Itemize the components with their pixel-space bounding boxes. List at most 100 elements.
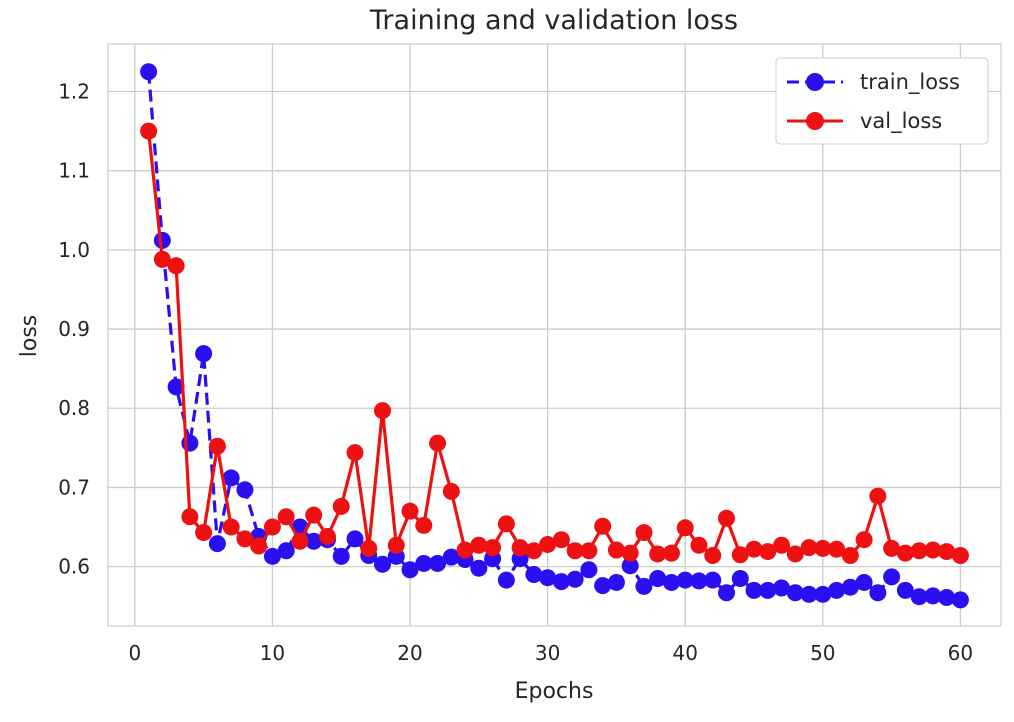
data-point bbox=[841, 578, 859, 596]
data-point bbox=[910, 542, 928, 560]
data-point bbox=[690, 536, 708, 554]
data-point bbox=[828, 540, 846, 558]
data-point bbox=[539, 535, 557, 553]
data-point bbox=[594, 517, 612, 535]
x-tick-label: 50 bbox=[810, 641, 835, 665]
data-point bbox=[429, 554, 447, 572]
legend-val-loss-label: val_loss bbox=[860, 109, 942, 134]
data-point bbox=[525, 542, 543, 560]
data-point bbox=[896, 544, 914, 562]
x-tick-label: 0 bbox=[128, 641, 141, 665]
data-point bbox=[318, 528, 336, 546]
data-point bbox=[786, 584, 804, 602]
data-point bbox=[401, 502, 419, 520]
data-point bbox=[456, 541, 474, 559]
data-point bbox=[814, 585, 832, 603]
grid bbox=[108, 44, 1001, 626]
data-point bbox=[346, 530, 364, 548]
y-tick-label: 1.1 bbox=[58, 159, 90, 183]
data-point bbox=[621, 557, 639, 575]
data-point bbox=[305, 506, 323, 524]
data-point bbox=[181, 508, 199, 526]
y-axis-label: loss bbox=[17, 315, 42, 358]
data-point bbox=[717, 584, 735, 602]
data-point bbox=[277, 508, 295, 526]
data-point bbox=[635, 577, 653, 595]
data-point bbox=[222, 518, 240, 536]
data-point bbox=[896, 581, 914, 599]
data-point bbox=[828, 581, 846, 599]
y-tick-label: 0.6 bbox=[58, 555, 90, 579]
data-point bbox=[938, 588, 956, 606]
series-layer bbox=[140, 63, 969, 609]
data-point bbox=[662, 544, 680, 562]
data-point bbox=[360, 539, 378, 557]
data-point bbox=[951, 547, 969, 565]
data-point bbox=[800, 585, 818, 603]
x-tick-label: 20 bbox=[397, 641, 422, 665]
data-point bbox=[305, 532, 323, 550]
data-point bbox=[580, 561, 598, 579]
data-point bbox=[332, 497, 350, 515]
data-point bbox=[951, 591, 969, 609]
data-point bbox=[208, 437, 226, 455]
data-point bbox=[374, 555, 392, 573]
data-point bbox=[883, 539, 901, 557]
data-point bbox=[277, 542, 295, 560]
data-point bbox=[236, 481, 254, 499]
data-point bbox=[140, 122, 158, 140]
data-point bbox=[594, 577, 612, 595]
data-point bbox=[429, 434, 447, 452]
legend-train-loss-label: train_loss bbox=[860, 70, 960, 95]
data-point bbox=[566, 570, 584, 588]
data-point bbox=[649, 545, 667, 563]
x-axis-label: Epochs bbox=[515, 679, 594, 704]
data-point bbox=[332, 547, 350, 565]
data-point bbox=[924, 587, 942, 605]
data-point bbox=[208, 535, 226, 553]
x-tick-label: 60 bbox=[948, 641, 973, 665]
data-point bbox=[415, 516, 433, 534]
data-point bbox=[745, 540, 763, 558]
data-point bbox=[580, 542, 598, 560]
data-point bbox=[759, 581, 777, 599]
data-point bbox=[374, 402, 392, 420]
data-point bbox=[841, 547, 859, 565]
legend-train-loss-marker bbox=[806, 73, 824, 91]
data-point bbox=[869, 487, 887, 505]
data-point bbox=[773, 579, 791, 597]
data-point bbox=[635, 524, 653, 542]
y-tick-label: 1.0 bbox=[58, 238, 90, 262]
data-point bbox=[869, 584, 887, 602]
data-point bbox=[236, 530, 254, 548]
data-point bbox=[662, 573, 680, 591]
legend: train_loss val_loss bbox=[775, 57, 989, 145]
y-tick-label: 0.8 bbox=[58, 396, 90, 420]
y-tick-label: 0.9 bbox=[58, 317, 90, 341]
data-point bbox=[470, 559, 488, 577]
data-point bbox=[539, 569, 557, 587]
data-point bbox=[731, 546, 749, 564]
data-point bbox=[222, 469, 240, 487]
data-point bbox=[745, 581, 763, 599]
data-point bbox=[552, 531, 570, 549]
data-point bbox=[167, 257, 185, 275]
data-point bbox=[773, 536, 791, 554]
data-point bbox=[814, 539, 832, 557]
x-tick-label: 30 bbox=[535, 641, 560, 665]
data-point bbox=[442, 548, 460, 566]
y-tick-labels: 0.6 0.7 0.8 0.9 1.0 1.1 1.2 bbox=[58, 80, 90, 579]
data-point bbox=[497, 515, 515, 533]
data-point bbox=[731, 569, 749, 587]
data-point bbox=[250, 537, 268, 555]
data-point bbox=[800, 539, 818, 557]
data-point bbox=[552, 573, 570, 591]
x-tick-label: 10 bbox=[260, 641, 285, 665]
data-point bbox=[676, 519, 694, 537]
data-point bbox=[291, 532, 309, 550]
legend-val-loss-marker bbox=[806, 112, 824, 130]
data-point bbox=[387, 536, 405, 554]
data-point bbox=[855, 531, 873, 549]
data-point bbox=[938, 543, 956, 561]
data-point bbox=[717, 509, 735, 527]
